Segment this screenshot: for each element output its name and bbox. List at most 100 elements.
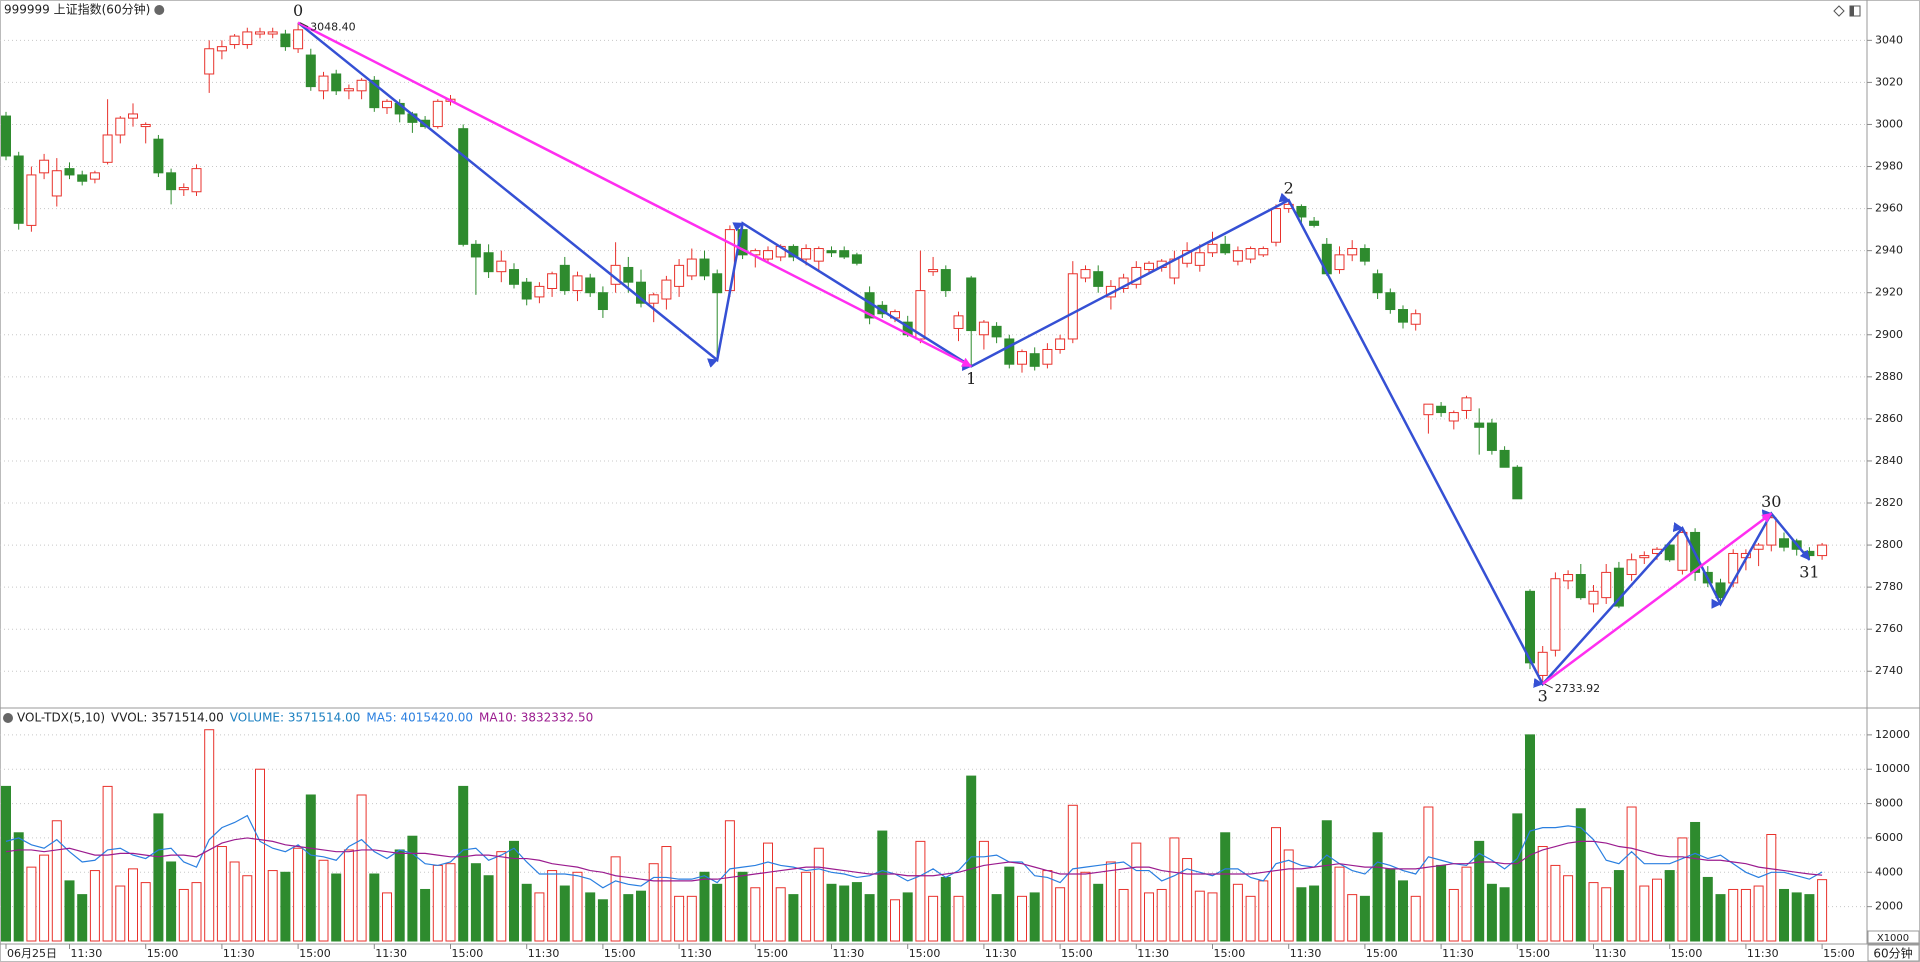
volume-bar [1740, 888, 1751, 942]
candle-body [1347, 248, 1358, 256]
annotation-label: 3048.40 [310, 21, 356, 34]
candle-body [1461, 397, 1472, 411]
candle-body [1575, 574, 1586, 599]
candle-body [1372, 273, 1383, 294]
candle-body [839, 250, 850, 258]
x-tick-label: 11:30 [1290, 947, 1322, 960]
volume-bar [1423, 806, 1434, 942]
x-tick-label: 11:30 [1442, 947, 1474, 960]
x-tick-label: 15:00 [1823, 947, 1855, 960]
volume-bar [775, 887, 786, 942]
volume-bar [1232, 883, 1243, 942]
volume-bar [813, 847, 824, 942]
candle-body [1499, 449, 1510, 468]
candle-body [1486, 422, 1497, 451]
candle-body [369, 79, 380, 109]
volume-bar [1309, 885, 1320, 942]
volume-bar [369, 873, 380, 942]
volume-bar [966, 775, 977, 942]
dropdown-icon[interactable] [154, 5, 165, 15]
candle-body [1512, 466, 1523, 500]
candle-body [77, 174, 88, 182]
volume-bar [26, 866, 37, 942]
volume-bar [89, 870, 100, 942]
candle-body [382, 100, 392, 109]
toolbar-icons[interactable] [1833, 5, 1861, 17]
volume-bar [1385, 868, 1396, 942]
volume-bar [115, 885, 126, 942]
volume-bar [890, 899, 900, 942]
x-tick-label: 11:30 [528, 947, 560, 960]
volume-bar [280, 871, 291, 942]
icon-diamond[interactable] [1833, 5, 1845, 17]
volume-bar [1080, 871, 1091, 942]
volume-bar [343, 849, 354, 942]
volume-bar [839, 885, 850, 942]
volume-bar [356, 794, 367, 942]
x-tick-label: 15:00 [147, 947, 179, 960]
volume-bar [1055, 887, 1066, 942]
volume-bar [788, 894, 799, 942]
volume-bar [204, 729, 215, 942]
volume-bar [1207, 892, 1218, 942]
volume-bar [1690, 821, 1701, 942]
volume-bar [331, 873, 342, 942]
volume-bar [77, 894, 88, 942]
candle-body [1398, 309, 1408, 323]
volume-bar [1169, 837, 1180, 942]
candle-body [851, 254, 862, 264]
volume-bar [636, 890, 646, 942]
volume-bar [432, 864, 443, 942]
volume-bar [902, 892, 913, 942]
volume-bar [1296, 887, 1307, 942]
volume-bar [864, 894, 875, 942]
volume-bar [585, 892, 596, 942]
volume-bar [445, 863, 456, 942]
volume-bar [305, 794, 316, 942]
volume-bar [509, 840, 519, 942]
candle-body [318, 75, 329, 92]
volume-bar [1702, 876, 1713, 942]
candle-body [191, 168, 202, 193]
y-tick-label: 2860 [1875, 412, 1903, 425]
candle-body [1309, 220, 1320, 226]
collapse-icon[interactable] [3, 713, 13, 723]
candle-body [432, 100, 443, 128]
x-tick-label: 15:00 [909, 947, 941, 960]
volume-bar [267, 870, 278, 942]
candle-body [26, 174, 37, 226]
candle-body [255, 31, 265, 35]
candle-body [509, 269, 519, 285]
indicator-legend: VOLUME: 3571514.00 [230, 711, 361, 725]
volume-bar [13, 832, 24, 942]
y-tick-label: 2780 [1875, 580, 1903, 593]
volume-bar [1525, 734, 1535, 942]
candle-body [1220, 243, 1231, 254]
x-tick-label: 15:00 [604, 947, 636, 960]
candle-body [1626, 559, 1637, 576]
candle-body [940, 269, 951, 292]
volume-bar [1283, 849, 1294, 942]
volume-bar [1817, 879, 1828, 942]
y-tick-label: 2940 [1875, 244, 1903, 257]
candle-body [356, 79, 367, 92]
candle-body [166, 172, 177, 191]
y-tick-label: 2880 [1875, 370, 1903, 383]
candle-body [636, 281, 646, 304]
y-tick-label: 2920 [1875, 286, 1903, 299]
wave-label: 31 [1799, 562, 1819, 581]
y-tick-label: 2980 [1875, 160, 1903, 173]
volume-bar [940, 876, 951, 942]
y-tick-label: 4000 [1875, 865, 1903, 878]
period-label[interactable]: 60分钟 [1873, 946, 1912, 961]
zigzag-line [297, 21, 973, 368]
period-box[interactable] [1867, 944, 1920, 962]
volume-bar [140, 882, 151, 942]
ma-line [5, 837, 1823, 882]
candle-body [991, 325, 1002, 338]
candle-body [1194, 252, 1205, 266]
volume-bar [153, 813, 164, 942]
volume-bar [39, 854, 50, 942]
volume-bar [1766, 834, 1777, 942]
y-tick-label: 3020 [1875, 75, 1903, 88]
